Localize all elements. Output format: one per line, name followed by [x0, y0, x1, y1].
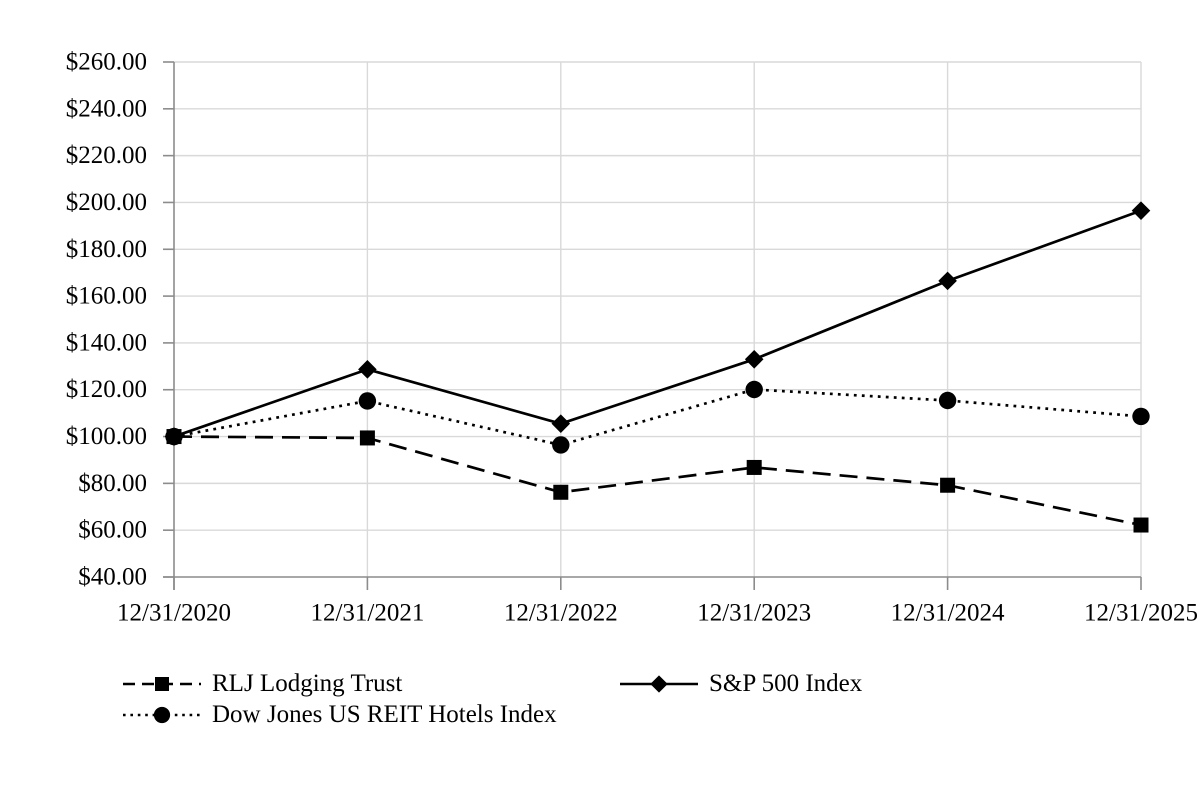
legend-item-dow-jones-us-reit-hotels-index: Dow Jones US REIT Hotels Index — [123, 700, 557, 730]
axes — [163, 61, 1142, 590]
legend-label-sp-500-index: S&P 500 Index — [709, 670, 863, 697]
x-tick-label: 12/31/2024 — [891, 600, 1005, 627]
gridlines — [174, 61, 1142, 577]
y-tick-label: $60.00 — [78, 517, 147, 544]
y-tick-label: $200.00 — [66, 189, 147, 216]
y-tick-label: $140.00 — [66, 329, 147, 356]
x-tick-label: 12/31/2023 — [697, 600, 811, 627]
y-tick-label: $40.00 — [78, 564, 147, 591]
series-s-p-500-index — [164, 201, 1151, 446]
legend-item-rlj-lodging-trust: RLJ Lodging Trust — [123, 669, 402, 699]
x-axis-labels: 12/31/2020 12/31/2021 12/31/2022 12/31/2023… — [117, 600, 1198, 627]
solid-diamond-marker-icon — [620, 675, 698, 693]
y-tick-label: $160.00 — [66, 283, 147, 310]
x-tick-label: 12/31/2020 — [117, 600, 231, 627]
series-rlj-lodging-trust — [166, 429, 1149, 533]
y-tick-label: $260.00 — [66, 49, 147, 76]
y-tick-label: $80.00 — [78, 470, 147, 497]
legend-item-sp-500-index: S&P 500 Index — [620, 669, 862, 699]
y-tick-label: $180.00 — [66, 236, 147, 263]
legend-label-rlj-lodging-trust: RLJ Lodging Trust — [212, 670, 403, 697]
y-tick-label: $220.00 — [66, 142, 147, 169]
y-tick-label: $100.00 — [66, 423, 147, 450]
x-tick-label: 12/31/2021 — [310, 600, 424, 627]
y-tick-label: $240.00 — [66, 95, 147, 122]
dotted-circle-marker-icon — [123, 706, 201, 724]
x-tick-label: 12/31/2022 — [504, 600, 618, 627]
y-axis-labels: $40.00 $60.00 $80.00 $100.00 $120.00 $140.00 $… — [66, 49, 147, 591]
dashed-square-marker-icon — [123, 677, 201, 691]
legend-label-dow-jones-us-reit-hotels-index: Dow Jones US REIT Hotels Index — [212, 701, 557, 728]
x-tick-label: 12/31/2025 — [1084, 600, 1198, 627]
series-dow-jones-us-reit-hotels-index — [165, 380, 1150, 454]
y-tick-label: $120.00 — [66, 376, 147, 403]
